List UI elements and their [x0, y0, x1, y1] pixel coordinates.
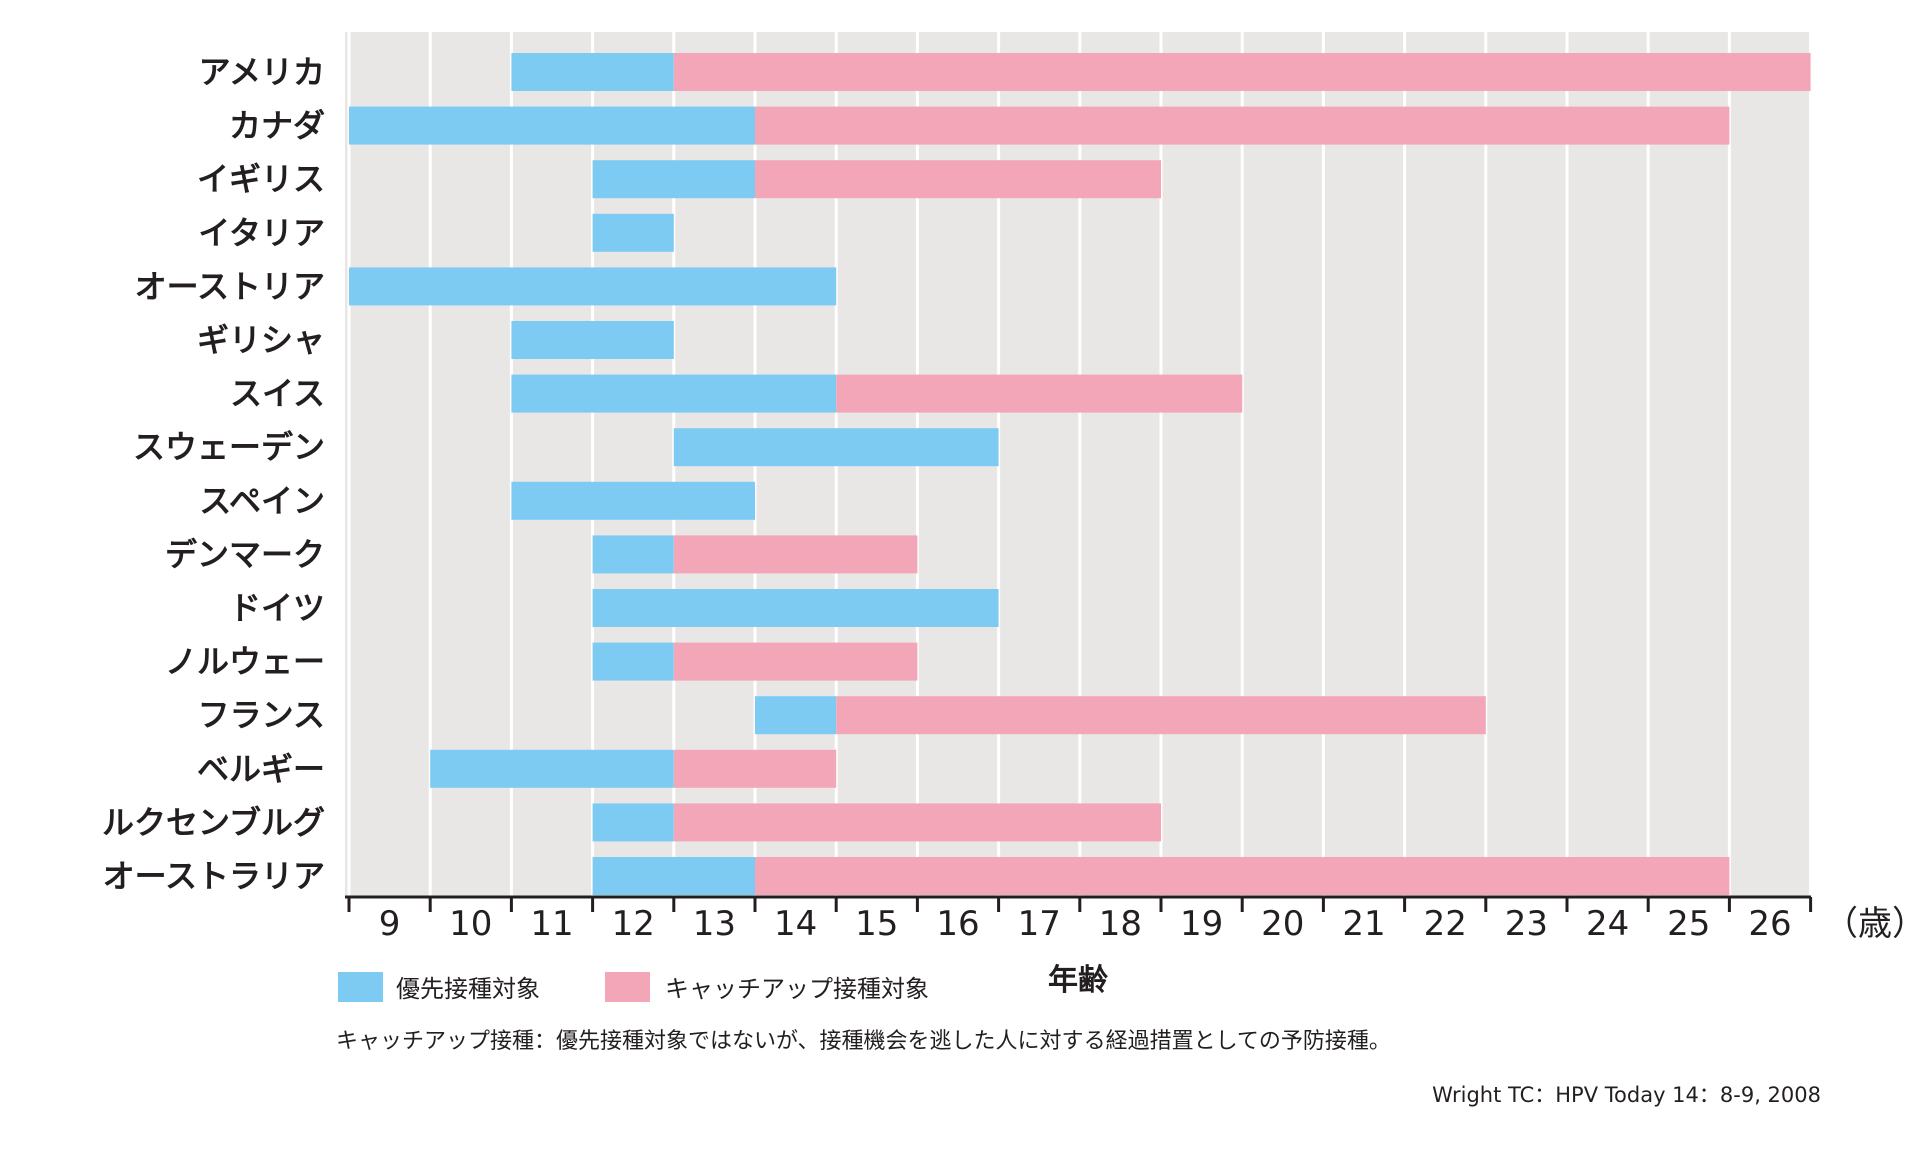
- bar-catchup-11: [673, 642, 918, 681]
- country-label: ルクセンブルグ: [102, 803, 325, 841]
- x-tick-label: 21: [1342, 904, 1385, 944]
- bar-priority-6: [511, 374, 837, 413]
- x-axis: 9 10 11 12 13 14 15 16 17 18 19 20 21 22 23 24 25 26: [345, 895, 1813, 944]
- country-label: イタリア: [198, 214, 325, 252]
- legend-label-priority: 優先接種対象: [396, 975, 540, 1003]
- legend-swatch-catchup: [605, 972, 650, 1002]
- x-tick-label: 10: [449, 904, 492, 944]
- x-tick-label: 11: [530, 904, 573, 944]
- footnote: キャッチアップ接種：優先接種対象ではないが、接種機会を逃した人に対する経過措置と…: [336, 1029, 1391, 1054]
- bar-catchup-9: [673, 535, 918, 574]
- bar-catchup-12: [836, 696, 1486, 735]
- bar-priority-15: [592, 857, 755, 895]
- country-label: ベルギー: [197, 750, 325, 788]
- x-tick-label: 16: [936, 904, 979, 944]
- legend-label-catchup: キャッチアップ接種対象: [665, 975, 929, 1003]
- bar-priority-5: [511, 321, 674, 359]
- x-tick-label: 19: [1180, 904, 1223, 944]
- country-label: アメリカ: [199, 53, 325, 91]
- country-label: オーストリア: [135, 267, 325, 305]
- bar-priority-14: [592, 803, 674, 842]
- bar-priority-9: [592, 535, 674, 574]
- x-tick-label: 24: [1586, 904, 1629, 944]
- bars: [349, 53, 1811, 895]
- country-label: イギリス: [197, 160, 325, 198]
- bar-catchup-6: [836, 374, 1243, 413]
- bar-priority-2: [592, 160, 755, 199]
- bar-catchup-1: [755, 106, 1730, 145]
- bar-catchup-0: [673, 53, 1811, 91]
- x-tick-label: 13: [693, 904, 736, 944]
- country-label: スイス: [230, 375, 325, 413]
- bar-priority-3: [592, 213, 674, 252]
- country-label: ドイツ: [229, 589, 325, 627]
- bar-priority-0: [511, 53, 674, 91]
- x-tick-label: 12: [612, 904, 655, 944]
- bar-catchup-2: [755, 160, 1161, 199]
- country-label: デンマーク: [165, 535, 325, 573]
- bar-priority-1: [349, 106, 755, 145]
- legend-swatch-priority: [338, 972, 383, 1002]
- bar-priority-11: [592, 642, 674, 681]
- bar-priority-12: [755, 696, 837, 735]
- x-axis-title: 年齢: [1048, 963, 1108, 998]
- x-tick-label: 23: [1505, 904, 1548, 944]
- bar-catchup-14: [673, 803, 1161, 842]
- y-axis: アメリカカナダイギリスイタリアオーストリアギリシャスイススウェーデンスペインデン…: [102, 53, 325, 895]
- country-label: ノルウェー: [165, 643, 325, 681]
- x-tick-label: 17: [1018, 904, 1061, 944]
- x-tick-label: 25: [1667, 904, 1710, 944]
- country-label: オーストラリア: [103, 857, 325, 895]
- country-label: ギリシャ: [197, 321, 325, 359]
- country-label: フランス: [198, 696, 325, 734]
- bar-priority-7: [673, 428, 999, 467]
- x-tick-label: 9: [379, 904, 401, 944]
- x-tick-label: 26: [1748, 904, 1791, 944]
- bar-priority-10: [592, 589, 999, 627]
- country-label: スペイン: [199, 482, 325, 520]
- bar-catchup-13: [673, 749, 837, 788]
- bar-catchup-15: [755, 857, 1730, 895]
- bar-priority-8: [511, 481, 755, 520]
- x-tick-label: 18: [1099, 904, 1142, 944]
- x-tick-label: 22: [1424, 904, 1467, 944]
- country-label: スウェーデン: [133, 428, 325, 466]
- x-unit-label: （歳）: [1824, 904, 1916, 944]
- bar-priority-4: [349, 267, 837, 306]
- bar-priority-13: [430, 749, 674, 788]
- x-tick-label: 20: [1261, 904, 1304, 944]
- country-label: カナダ: [229, 107, 325, 145]
- source-citation: Wright TC：HPV Today 14：8-9, 2008: [1432, 1083, 1821, 1107]
- x-tick-label: 14: [774, 904, 817, 944]
- x-tick-label: 15: [855, 904, 898, 944]
- legend: 優先接種対象 キャッチアップ接種対象: [338, 972, 929, 1003]
